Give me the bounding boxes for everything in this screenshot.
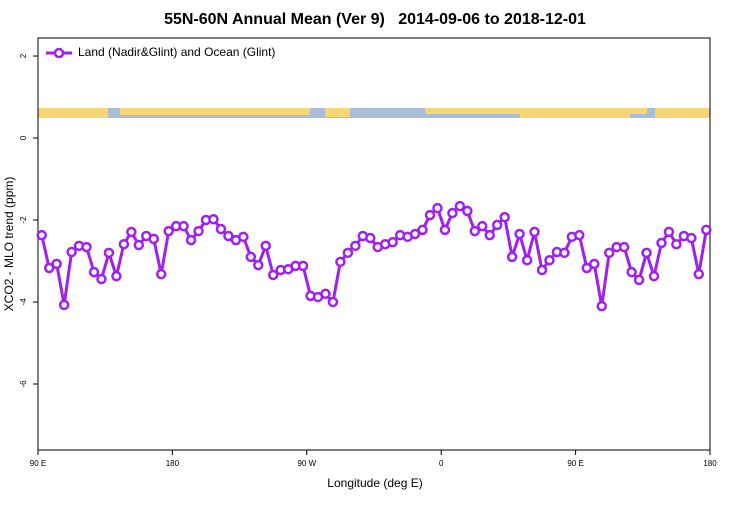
data-point — [267, 269, 279, 281]
data-point — [342, 247, 354, 259]
data-point — [499, 211, 510, 223]
data-point — [514, 228, 525, 240]
data-point — [51, 258, 62, 270]
map-strip — [38, 108, 710, 118]
data-point — [439, 224, 451, 236]
x-tick-label: 90 E — [567, 459, 583, 468]
data-point — [126, 226, 137, 238]
data-point — [648, 270, 660, 282]
data-point — [417, 224, 428, 236]
data-point — [297, 260, 309, 272]
data-point — [409, 228, 421, 240]
data-point — [447, 207, 458, 219]
data-point — [589, 258, 600, 270]
data-point — [477, 220, 488, 232]
data-point — [432, 202, 443, 214]
data-point — [641, 247, 652, 259]
data-point — [96, 273, 107, 285]
data-point — [693, 268, 705, 280]
data-point — [686, 232, 697, 244]
data-point — [335, 256, 346, 268]
y-tick-label: -2 — [19, 216, 28, 224]
data-point — [596, 300, 607, 312]
data-point — [469, 225, 481, 237]
data-point — [245, 251, 257, 263]
data-point — [148, 233, 159, 245]
data-point — [253, 259, 264, 271]
data-point — [36, 229, 47, 241]
data-point — [163, 225, 174, 237]
data-point — [656, 237, 667, 249]
chart-title: 55N-60N Annual Mean (Ver 9) 2014-09-06 t… — [164, 11, 586, 28]
data-point — [185, 234, 197, 246]
x-tick-label: 180 — [703, 459, 717, 468]
data-point — [155, 268, 167, 280]
data-point — [178, 220, 189, 232]
data-point — [43, 262, 55, 274]
x-tick-label: 0 — [439, 459, 444, 468]
legend-marker — [53, 47, 65, 59]
data-point — [81, 241, 92, 253]
legend-label: Land (Nadir&Glint) and Ocean (Glint) — [78, 45, 275, 59]
data-point — [118, 238, 130, 250]
data-point — [484, 229, 495, 241]
data-point — [581, 262, 593, 274]
data-point — [626, 266, 637, 278]
data-point — [58, 299, 70, 311]
data-point — [454, 200, 466, 212]
y-axis-label: XCO2 - MLO trend (ppm) — [2, 177, 16, 312]
data-point — [365, 232, 376, 244]
y-tick-label: -4 — [19, 298, 28, 306]
data-point — [701, 224, 712, 236]
x-tick-label: 90 W — [297, 459, 316, 468]
data-point — [327, 296, 339, 308]
data-point — [521, 254, 533, 266]
data-point — [671, 238, 682, 250]
data-point — [103, 247, 115, 259]
data-point — [320, 288, 331, 300]
data-point — [663, 226, 675, 238]
data-point — [387, 236, 398, 248]
data-point — [208, 213, 219, 225]
data-point — [603, 247, 615, 259]
y-tick-label: 0 — [19, 135, 28, 140]
data-point — [133, 239, 145, 251]
data-point — [559, 247, 570, 259]
data-point — [618, 241, 630, 253]
data-point — [223, 230, 234, 242]
data-point — [238, 231, 249, 243]
data-point — [506, 251, 518, 263]
data-point — [544, 254, 555, 266]
data-point — [193, 225, 204, 237]
y-tick-label: -6 — [19, 380, 28, 388]
data-point — [260, 240, 271, 252]
data-point — [424, 209, 436, 221]
data-point — [529, 226, 540, 238]
y-tick-label: 2 — [19, 53, 28, 58]
data-point — [66, 246, 77, 258]
x-axis-label: Longitude (deg E) — [327, 476, 422, 490]
data-point — [462, 205, 473, 217]
x-tick-label: 90 E — [30, 459, 46, 468]
data-point — [88, 266, 100, 278]
data-point — [633, 274, 645, 286]
data-point — [491, 219, 503, 231]
data-point — [574, 229, 585, 241]
x-tick-label: 180 — [166, 459, 180, 468]
data-point — [350, 240, 361, 252]
plot-frame — [37, 37, 711, 451]
data-point — [111, 270, 122, 282]
data-point — [536, 264, 548, 276]
data-point — [215, 223, 227, 235]
